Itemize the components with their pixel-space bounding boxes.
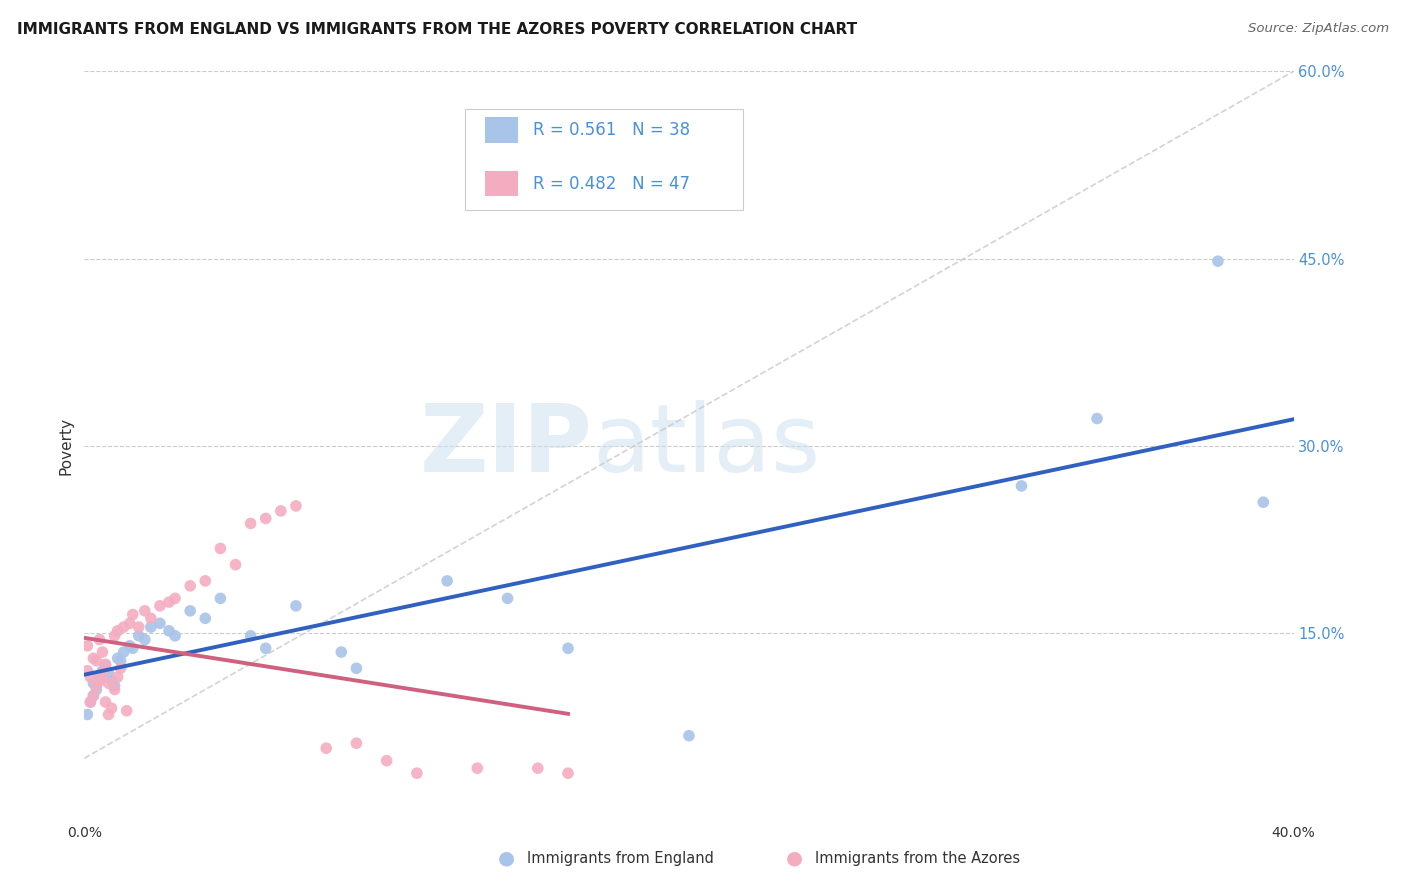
Point: [86, 654, 108, 668]
Point: [82, 676, 104, 690]
Point: [225, 558, 247, 572]
Point: [285, 599, 308, 613]
Point: [86, 682, 108, 697]
Point: [239, 516, 262, 531]
Text: ●: ●: [498, 848, 515, 868]
Point: [79, 695, 101, 709]
Point: [254, 641, 277, 656]
Point: [139, 620, 162, 634]
Text: Immigrants from the Azores: Immigrants from the Azores: [815, 851, 1021, 865]
Point: [285, 499, 308, 513]
Point: [76, 639, 98, 653]
Point: [97, 707, 120, 722]
Point: [128, 629, 150, 643]
Point: [315, 741, 337, 756]
Point: [97, 666, 120, 681]
Point: [157, 624, 180, 638]
Point: [94, 695, 117, 709]
Point: [104, 682, 127, 697]
Point: [82, 651, 104, 665]
Text: ●: ●: [786, 848, 803, 868]
Point: [157, 595, 180, 609]
Point: [76, 707, 98, 722]
Point: [104, 629, 127, 643]
Point: [100, 701, 122, 715]
Point: [79, 670, 101, 684]
Point: [134, 604, 156, 618]
Point: [91, 664, 114, 678]
Point: [89, 632, 111, 647]
Point: [149, 616, 172, 631]
Point: [1206, 254, 1229, 268]
Point: [110, 654, 132, 668]
Point: [139, 611, 162, 625]
Point: [118, 616, 141, 631]
Point: [91, 645, 114, 659]
Point: [346, 661, 368, 675]
Point: [557, 641, 579, 656]
Text: Source: ZipAtlas.com: Source: ZipAtlas.com: [1249, 22, 1389, 36]
Point: [194, 611, 217, 625]
Point: [678, 729, 700, 743]
Point: [118, 639, 141, 653]
Point: [107, 670, 129, 684]
Point: [165, 629, 187, 643]
Point: [436, 574, 458, 588]
Point: [79, 695, 101, 709]
FancyBboxPatch shape: [485, 118, 519, 143]
FancyBboxPatch shape: [485, 171, 519, 196]
Point: [557, 766, 579, 780]
Point: [239, 629, 262, 643]
Point: [194, 574, 217, 588]
Point: [149, 599, 172, 613]
Point: [209, 591, 232, 606]
Point: [375, 754, 398, 768]
Point: [134, 632, 156, 647]
Point: [496, 591, 519, 606]
Point: [76, 664, 98, 678]
Point: [346, 736, 368, 750]
Text: R = 0.561   N = 38: R = 0.561 N = 38: [533, 121, 690, 139]
Point: [86, 679, 108, 693]
Point: [94, 657, 117, 672]
Point: [110, 661, 132, 675]
FancyBboxPatch shape: [465, 109, 744, 210]
Point: [82, 689, 104, 703]
Point: [112, 645, 135, 659]
Point: [107, 624, 129, 638]
Text: IMMIGRANTS FROM ENGLAND VS IMMIGRANTS FROM THE AZORES POVERTY CORRELATION CHART: IMMIGRANTS FROM ENGLAND VS IMMIGRANTS FR…: [17, 22, 858, 37]
Point: [1085, 411, 1108, 425]
Point: [128, 620, 150, 634]
Point: [467, 761, 489, 775]
Point: [107, 651, 129, 665]
Point: [91, 666, 114, 681]
Point: [89, 673, 111, 688]
Point: [179, 604, 201, 618]
Point: [406, 766, 429, 780]
Point: [97, 676, 120, 690]
Point: [254, 511, 277, 525]
Point: [121, 607, 143, 622]
Point: [527, 761, 550, 775]
Point: [89, 670, 111, 684]
Point: [1011, 479, 1033, 493]
Point: [112, 620, 135, 634]
Point: [1253, 495, 1275, 509]
Point: [100, 673, 122, 688]
Point: [179, 579, 201, 593]
Text: R = 0.482   N = 47: R = 0.482 N = 47: [533, 175, 690, 193]
Text: Immigrants from England: Immigrants from England: [527, 851, 714, 865]
Point: [270, 504, 292, 518]
Point: [121, 641, 143, 656]
Point: [115, 704, 138, 718]
Text: atlas: atlas: [592, 400, 821, 492]
Point: [165, 591, 187, 606]
Point: [330, 645, 353, 659]
Point: [94, 657, 117, 672]
Point: [104, 679, 127, 693]
Point: [209, 541, 232, 556]
Point: [82, 689, 104, 703]
Y-axis label: Poverty: Poverty: [59, 417, 75, 475]
Text: ZIP: ZIP: [419, 400, 592, 492]
